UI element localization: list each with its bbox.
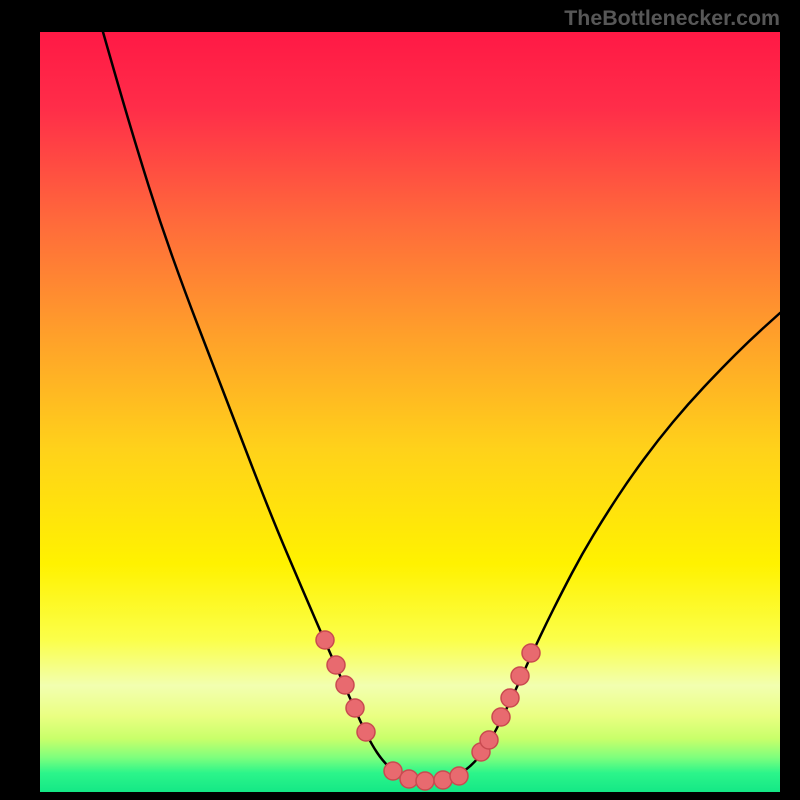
chart-overlay: [40, 32, 780, 792]
marker-point: [327, 656, 345, 674]
marker-point: [480, 731, 498, 749]
marker-point: [492, 708, 510, 726]
marker-point: [316, 631, 334, 649]
marker-point: [522, 644, 540, 662]
marker-point: [357, 723, 375, 741]
watermark-label: TheBottlenecker.com: [564, 6, 780, 31]
marker-point: [336, 676, 354, 694]
marker-point: [416, 772, 434, 790]
marker-point: [450, 767, 468, 785]
markers: [316, 631, 540, 790]
chart-frame: TheBottlenecker.com: [0, 0, 800, 800]
plot-area: [40, 32, 780, 792]
marker-point: [384, 762, 402, 780]
marker-point: [346, 699, 364, 717]
v-curve: [103, 32, 780, 782]
marker-point: [501, 689, 519, 707]
marker-point: [511, 667, 529, 685]
marker-point: [400, 770, 418, 788]
marker-point: [434, 771, 452, 789]
